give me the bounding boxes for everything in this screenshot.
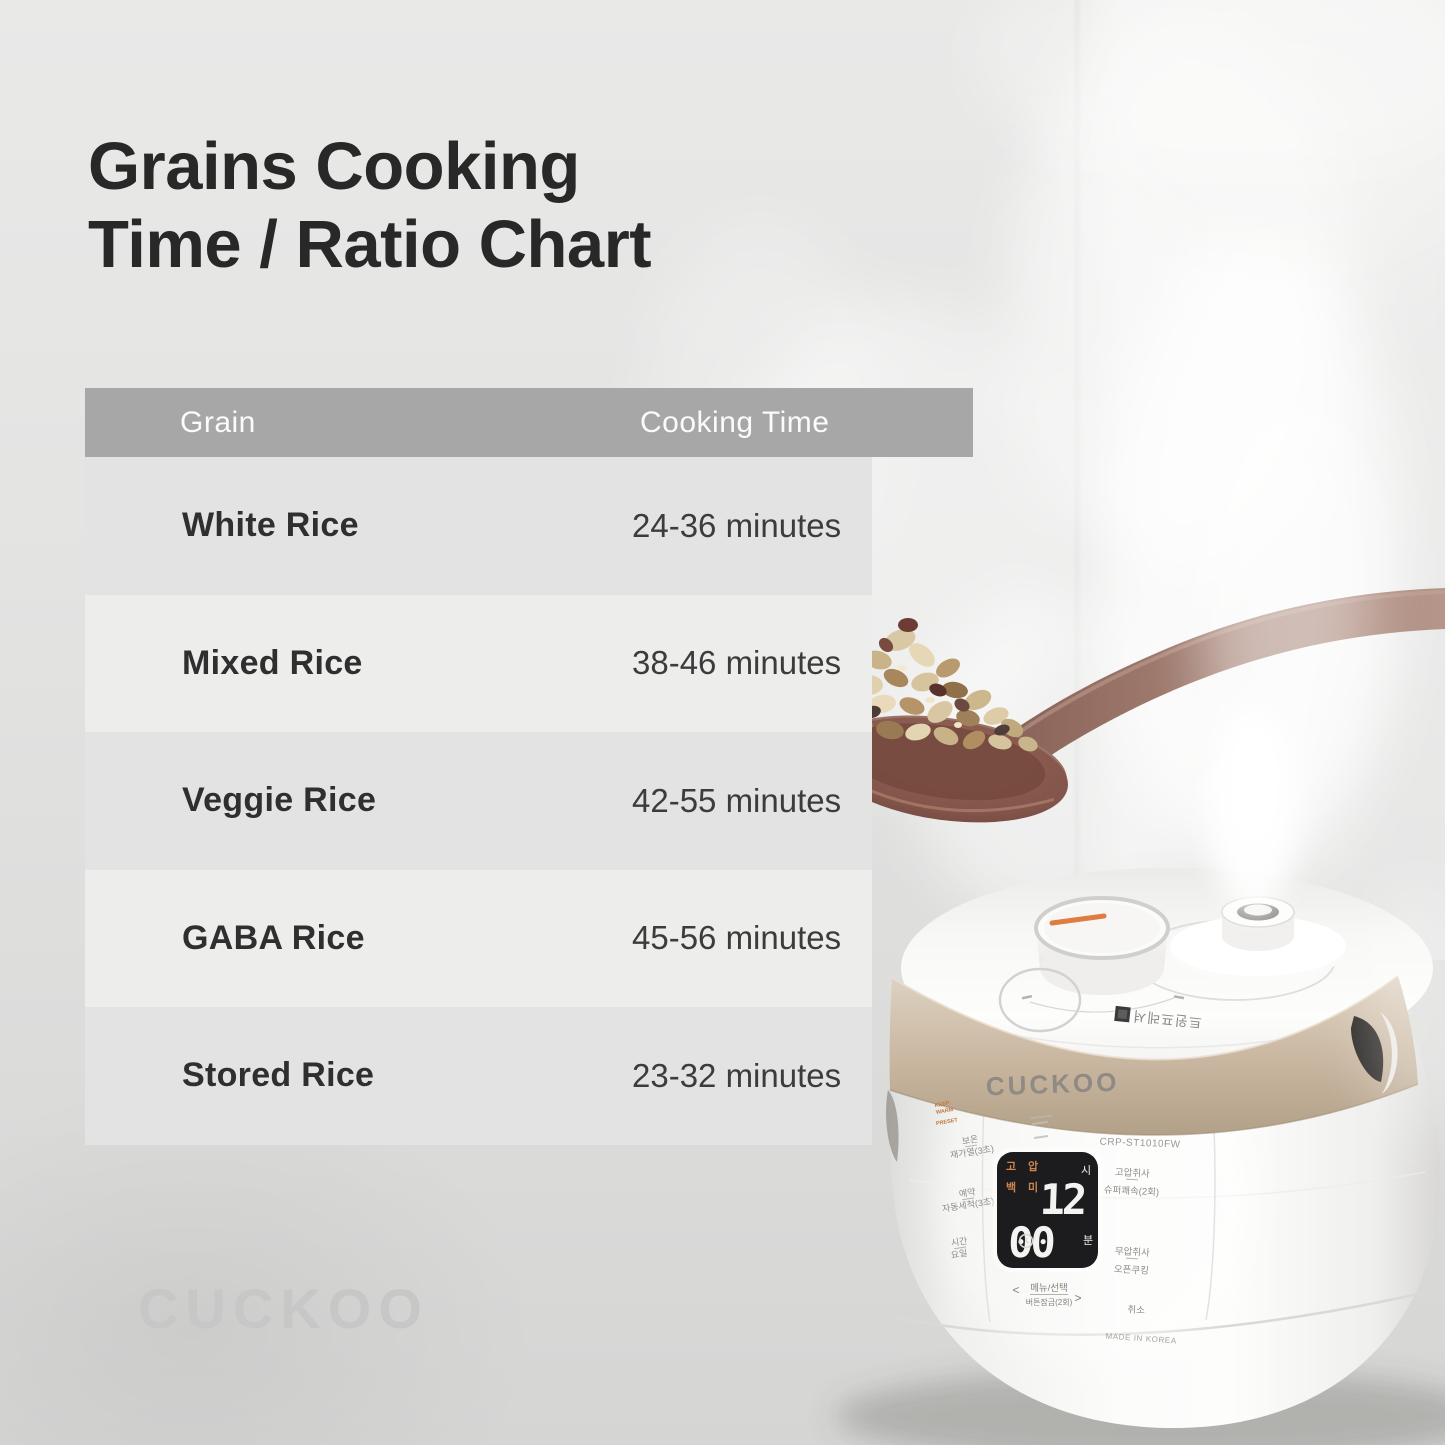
- brand-watermark: CUCKOO: [138, 1277, 429, 1340]
- menu-select-control[interactable]: < 메뉴/선택 버튼잠금(2회) >: [1012, 1283, 1081, 1307]
- grain-name: Stored Rice: [182, 1056, 375, 1095]
- keep-warm-preset-label: KEEP WARM PRESET: [934, 1101, 959, 1128]
- display-minute-unit: 분: [1083, 1234, 1093, 1247]
- led-display: 고 압 백 미 시 분 12 00: [992, 1147, 1103, 1273]
- clock-icon: [1018, 1233, 1034, 1249]
- table-row: White Rice 24-36 minutes: [85, 457, 872, 595]
- svg-text:WARM: WARM: [936, 1107, 955, 1116]
- svg-text:슈퍼쾌속(2회): 슈퍼쾌속(2회): [1103, 1185, 1159, 1199]
- cancel-button-label[interactable]: 취소: [1127, 1305, 1145, 1317]
- svg-text:예약: 예약: [958, 1186, 976, 1199]
- page-title: Grains Cooking Time / Ratio Chart: [88, 128, 652, 285]
- svg-text:무압취사: 무압취사: [1115, 1245, 1151, 1259]
- page-title-line2: Time / Ratio Chart: [88, 207, 652, 283]
- grain-name: GABA Rice: [182, 918, 365, 957]
- svg-text:오픈쿠킹: 오픈쿠킹: [1114, 1263, 1150, 1277]
- gold-band: CUCKOO: [889, 975, 1419, 1136]
- cooking-time-value: 38-46 minutes: [632, 644, 842, 682]
- arrow-left: <: [1012, 1283, 1019, 1297]
- twin-pressure-badge: 트윈프레셔: [1114, 1005, 1203, 1031]
- cooker-lid-top: [901, 868, 1433, 1068]
- table-header-cooking-time: Cooking Time: [640, 405, 830, 439]
- high-pressure-cook-label[interactable]: 고압취사 슈퍼쾌속(2회): [1103, 1166, 1160, 1199]
- grain-name: Veggie Rice: [182, 781, 377, 820]
- table-header-grain: Grain: [180, 405, 256, 439]
- svg-text:고압취사: 고압취사: [1115, 1166, 1151, 1180]
- model-number: CRP-ST1010FW: [1099, 1137, 1180, 1151]
- table-row: GABA Rice 45-56 minutes: [85, 869, 872, 1007]
- menu-label: 메뉴/선택: [1030, 1283, 1068, 1294]
- table-row: Stored Rice 23-32 minutes: [85, 1007, 872, 1145]
- svg-text:트윈프레셔: 트윈프레셔: [1132, 1008, 1203, 1031]
- display-hour: 12: [1039, 1175, 1085, 1224]
- cooking-time-value: 45-56 minutes: [632, 919, 842, 957]
- page-title-line1: Grains Cooking: [88, 129, 580, 204]
- display-mode-line2: 백 미: [1006, 1180, 1042, 1194]
- svg-text:요일: 요일: [950, 1248, 968, 1260]
- arrow-right: >: [1074, 1291, 1081, 1305]
- lid-button[interactable]: [998, 967, 1082, 1033]
- cooking-time-value: 42-55 minutes: [632, 781, 842, 819]
- cooking-time-table: Grain Cooking Time White Rice 24-36 minu…: [85, 388, 973, 1145]
- table-row: Mixed Rice 38-46 minutes: [85, 594, 872, 732]
- display-minute: 00: [1007, 1218, 1054, 1267]
- pressure-knob[interactable]: [1034, 896, 1170, 995]
- svg-text:KEEP: KEEP: [934, 1101, 950, 1110]
- cooking-time-value: 23-32 minutes: [632, 1056, 842, 1094]
- display-hour-unit: 시: [1081, 1164, 1091, 1177]
- svg-text:보온: 보온: [961, 1134, 979, 1146]
- knob-indicator: [1049, 913, 1107, 926]
- grain-name: Mixed Rice: [182, 643, 363, 682]
- display-mode-line1: 고 압: [1006, 1160, 1042, 1173]
- table-header-row: Grain Cooking Time: [85, 388, 973, 457]
- non-pressure-cook-label[interactable]: 무압취사 오픈쿠킹: [1114, 1245, 1151, 1277]
- menu-sub-label: 버튼잠금(2회): [1026, 1297, 1073, 1307]
- rice-cooker: 트윈프레셔 CUCKOO CRP-ST1010FW: [886, 868, 1440, 1428]
- svg-text:PRESET: PRESET: [936, 1117, 959, 1127]
- svg-text:시간: 시간: [950, 1236, 968, 1248]
- time-button-label[interactable]: 시간 요일: [948, 1236, 970, 1261]
- steam-front: [975, 0, 1445, 1140]
- brand-logo-band: CUCKOO: [985, 1067, 1120, 1102]
- cooking-time-value: 24-36 minutes: [632, 506, 842, 544]
- grain-name: White Rice: [182, 506, 359, 545]
- table-row: Veggie Rice 42-55 minutes: [85, 732, 872, 870]
